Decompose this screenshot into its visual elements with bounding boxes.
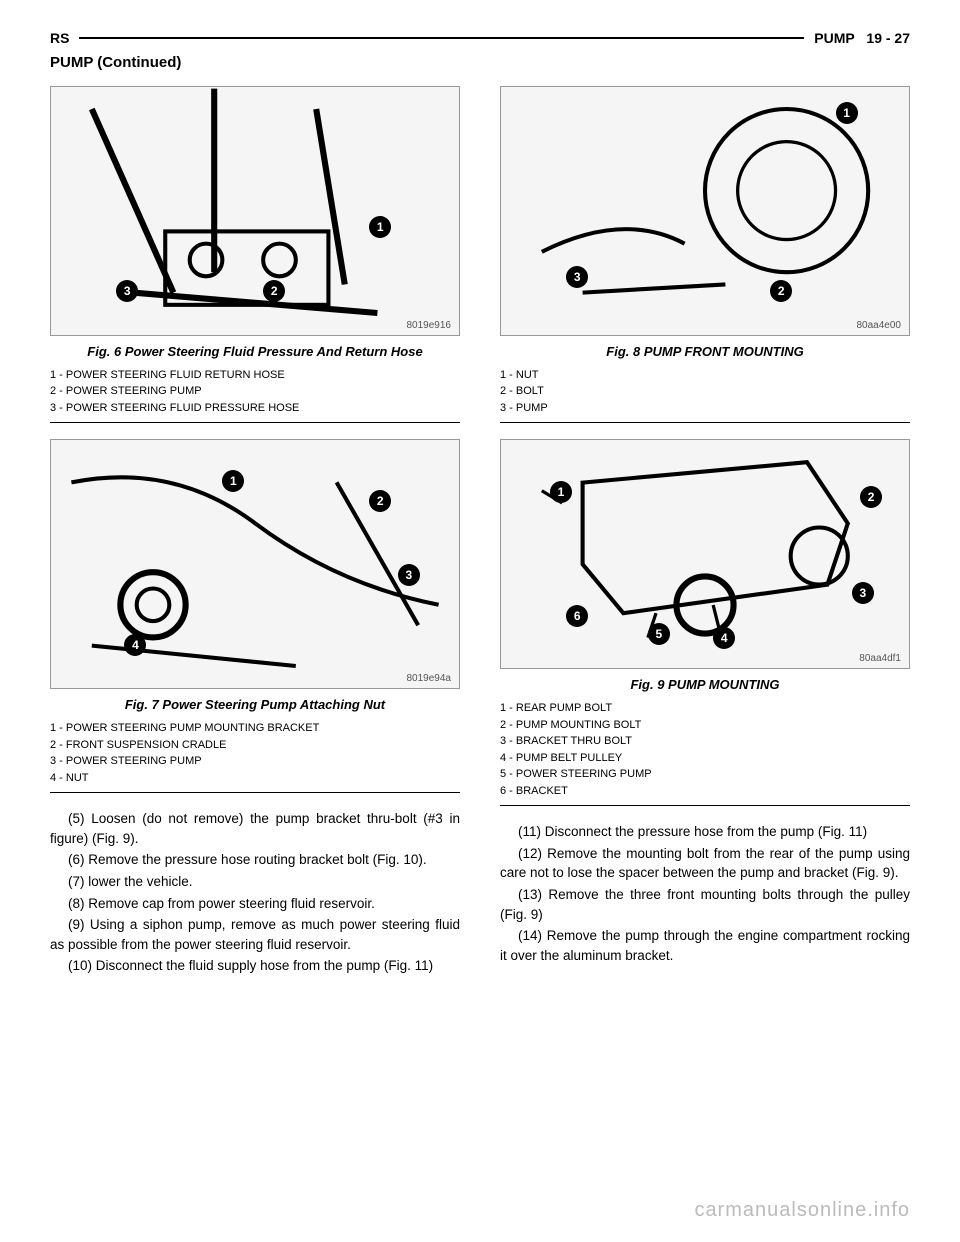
- legend-item: 2 - FRONT SUSPENSION CRADLE: [50, 737, 460, 754]
- legend-item: 3 - POWER STEERING PUMP: [50, 753, 460, 770]
- para: (12) Remove the mounting bolt from the r…: [500, 844, 910, 883]
- img-label: 8019e94a: [407, 673, 452, 684]
- figure-9: 1 2 3 4 5 6 80aa4df1 Fig. 9 PUMP MOUNTIN…: [500, 439, 910, 806]
- img-label: 80aa4e00: [857, 320, 902, 331]
- para: (6) Remove the pressure hose routing bra…: [50, 850, 460, 870]
- para: (9) Using a siphon pump, remove as much …: [50, 915, 460, 954]
- legend-item: 1 - NUT: [500, 367, 910, 384]
- header-left: RS: [50, 30, 69, 46]
- content-wrapper: 1 2 3 8019e916 Fig. 6 Power Steering Flu…: [50, 86, 910, 978]
- figure-8: 1 2 3 80aa4e00 Fig. 8 PUMP FRONT MOUNTIN…: [500, 86, 910, 423]
- para: (5) Loosen (do not remove) the pump brac…: [50, 809, 460, 848]
- para: (11) Disconnect the pressure hose from t…: [500, 822, 910, 842]
- diagram-icon: [501, 440, 909, 668]
- legend-item: 2 - POWER STEERING PUMP: [50, 383, 460, 400]
- legend-item: 2 - BOLT: [500, 383, 910, 400]
- para: (13) Remove the three front mounting bol…: [500, 885, 910, 924]
- legend-item: 1 - REAR PUMP BOLT: [500, 700, 910, 717]
- legend-item: 5 - POWER STEERING PUMP: [500, 766, 910, 783]
- legend-item: 2 - PUMP MOUNTING BOLT: [500, 717, 910, 734]
- figure-9-image: 1 2 3 4 5 6 80aa4df1: [500, 439, 910, 669]
- figure-7-image: 1 2 3 4 8019e94a: [50, 439, 460, 689]
- page-header: RS PUMP 19 - 27: [50, 30, 910, 46]
- figure-divider: [50, 792, 460, 793]
- figure-8-caption: Fig. 8 PUMP FRONT MOUNTING: [500, 344, 910, 361]
- figure-8-image: 1 2 3 80aa4e00: [500, 86, 910, 336]
- right-column: 1 2 3 80aa4e00 Fig. 8 PUMP FRONT MOUNTIN…: [500, 86, 910, 978]
- legend-item: 3 - POWER STEERING FLUID PRESSURE HOSE: [50, 400, 460, 417]
- figure-9-legend: 1 - REAR PUMP BOLT 2 - PUMP MOUNTING BOL…: [500, 700, 910, 799]
- legend-item: 4 - PUMP BELT PULLEY: [500, 750, 910, 767]
- section-title: PUMP (Continued): [50, 54, 910, 71]
- left-body-text: (5) Loosen (do not remove) the pump brac…: [50, 809, 460, 976]
- para: (10) Disconnect the fluid supply hose fr…: [50, 956, 460, 976]
- figure-9-caption: Fig. 9 PUMP MOUNTING: [500, 677, 910, 694]
- header-right: PUMP 19 - 27: [814, 30, 910, 46]
- legend-item: 3 - PUMP: [500, 400, 910, 417]
- para: (14) Remove the pump through the engine …: [500, 926, 910, 965]
- right-body-text: (11) Disconnect the pressure hose from t…: [500, 822, 910, 965]
- legend-item: 6 - BRACKET: [500, 783, 910, 800]
- header-right-page: 19 - 27: [866, 30, 910, 46]
- header-right-label: PUMP: [814, 30, 854, 46]
- diagram-icon: [51, 440, 459, 688]
- figure-6-legend: 1 - POWER STEERING FLUID RETURN HOSE 2 -…: [50, 367, 460, 417]
- figure-7: 1 2 3 4 8019e94a Fig. 7 Power Steering P…: [50, 439, 460, 793]
- figure-7-legend: 1 - POWER STEERING PUMP MOUNTING BRACKET…: [50, 720, 460, 786]
- callout-6: 6: [566, 605, 588, 627]
- callout-5: 5: [648, 623, 670, 645]
- figure-divider: [500, 422, 910, 423]
- left-column: 1 2 3 8019e916 Fig. 6 Power Steering Flu…: [50, 86, 460, 978]
- watermark: carmanualsonline.info: [694, 1199, 910, 1222]
- callout-3: 3: [566, 266, 588, 288]
- diagram-icon: [501, 87, 909, 335]
- figure-7-caption: Fig. 7 Power Steering Pump Attaching Nut: [50, 697, 460, 714]
- legend-item: 3 - BRACKET THRU BOLT: [500, 733, 910, 750]
- diagram-icon: [51, 87, 459, 335]
- para: (8) Remove cap from power steering fluid…: [50, 894, 460, 914]
- header-rule: [79, 37, 804, 39]
- callout-3: 3: [852, 582, 874, 604]
- figure-divider: [500, 805, 910, 806]
- figure-divider: [50, 422, 460, 423]
- callout-1: 1: [836, 102, 858, 124]
- para: (7) lower the vehicle.: [50, 872, 460, 892]
- img-label: 80aa4df1: [859, 653, 901, 664]
- legend-item: 4 - NUT: [50, 770, 460, 787]
- figure-6-caption: Fig. 6 Power Steering Fluid Pressure And…: [50, 344, 460, 361]
- figure-6: 1 2 3 8019e916 Fig. 6 Power Steering Flu…: [50, 86, 460, 423]
- legend-item: 1 - POWER STEERING FLUID RETURN HOSE: [50, 367, 460, 384]
- figure-6-image: 1 2 3 8019e916: [50, 86, 460, 336]
- callout-2: 2: [860, 486, 882, 508]
- figure-8-legend: 1 - NUT 2 - BOLT 3 - PUMP: [500, 367, 910, 417]
- legend-item: 1 - POWER STEERING PUMP MOUNTING BRACKET: [50, 720, 460, 737]
- img-label: 8019e916: [407, 320, 452, 331]
